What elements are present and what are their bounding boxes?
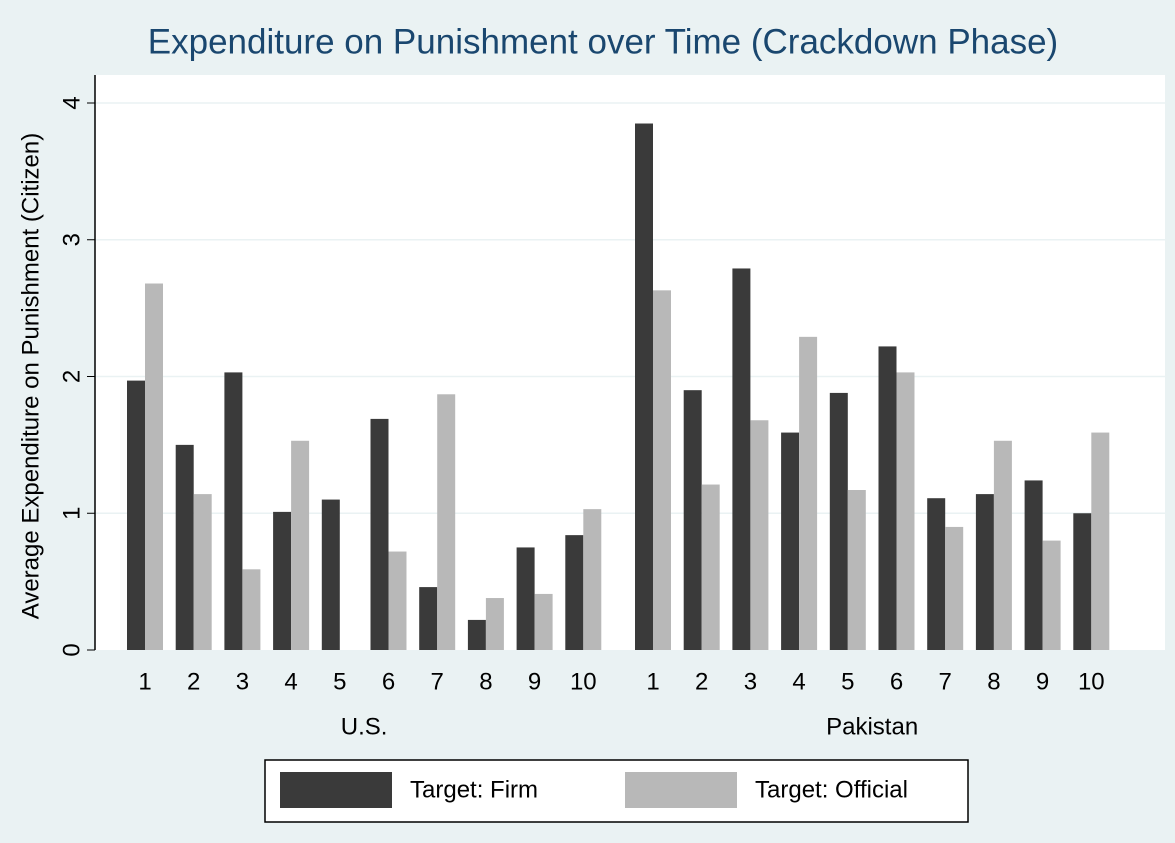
x-tick-label: 6: [890, 668, 903, 695]
bar: [927, 498, 946, 650]
chart-title: Expenditure on Punishment over Time (Cra…: [148, 22, 1058, 61]
bar: [847, 490, 866, 650]
x-tick-label: 2: [187, 668, 200, 695]
x-tick-label: 8: [479, 668, 492, 695]
bar: [388, 551, 407, 650]
x-tick-label: 9: [1036, 668, 1049, 695]
x-tick-label: 4: [284, 668, 297, 695]
bar: [683, 390, 702, 650]
legend-swatch: [625, 772, 737, 808]
x-tick-label: 7: [939, 668, 952, 695]
x-tick-label: 5: [333, 668, 346, 695]
bar: [829, 392, 848, 650]
group-label: Pakistan: [826, 713, 918, 740]
x-tick-label: 9: [528, 668, 541, 695]
bar: [175, 444, 194, 650]
bar: [485, 598, 504, 650]
bar: [896, 372, 915, 650]
bar: [534, 593, 553, 650]
legend-swatch: [280, 772, 392, 808]
group-label: U.S.: [341, 713, 388, 740]
bar: [467, 619, 486, 650]
bar: [1073, 513, 1092, 650]
bar: [975, 494, 994, 650]
bar: [583, 509, 602, 650]
x-tick-label: 4: [792, 668, 805, 695]
bar: [750, 420, 769, 650]
bar: [242, 569, 261, 650]
x-tick-label: 1: [138, 668, 151, 695]
bar: [193, 494, 212, 650]
y-axis-title: Average Expenditure on Punishment (Citiz…: [17, 133, 44, 620]
bar: [565, 535, 584, 650]
bar: [321, 499, 340, 650]
x-tick-label: 2: [695, 668, 708, 695]
bar: [370, 418, 389, 650]
bar: [419, 587, 438, 650]
bar: [799, 336, 818, 650]
y-tick-label: 2: [58, 370, 85, 383]
y-tick-label: 0: [58, 643, 85, 656]
bar: [701, 484, 720, 650]
x-tick-label: 8: [987, 668, 1000, 695]
bar: [1042, 540, 1061, 650]
bar: [781, 432, 800, 650]
bar: [732, 268, 751, 650]
legend-label: Target: Official: [755, 776, 908, 803]
x-tick-label: 5: [841, 668, 854, 695]
bar: [635, 123, 653, 650]
bar: [224, 372, 243, 650]
bar: [1024, 480, 1043, 650]
bar: [127, 380, 145, 650]
x-tick-label: 7: [431, 668, 444, 695]
y-tick-label: 4: [58, 96, 85, 109]
bar: [1091, 432, 1110, 650]
x-tick-label: 6: [382, 668, 395, 695]
bar: [653, 290, 671, 650]
bar: [878, 346, 897, 650]
x-tick-label: 10: [570, 668, 597, 695]
x-tick-label: 10: [1078, 668, 1105, 695]
bar: [291, 440, 310, 650]
x-tick-label: 1: [646, 668, 659, 695]
bar: [145, 283, 163, 650]
y-tick-label: 3: [58, 233, 85, 246]
bar: [437, 394, 456, 650]
bar: [993, 440, 1012, 650]
bar: [945, 526, 964, 650]
bar: [273, 511, 292, 650]
x-tick-label: 3: [744, 668, 757, 695]
y-tick-label: 1: [58, 507, 85, 520]
bar: [516, 547, 535, 650]
x-tick-label: 3: [236, 668, 249, 695]
legend-label: Target: Firm: [410, 776, 538, 803]
